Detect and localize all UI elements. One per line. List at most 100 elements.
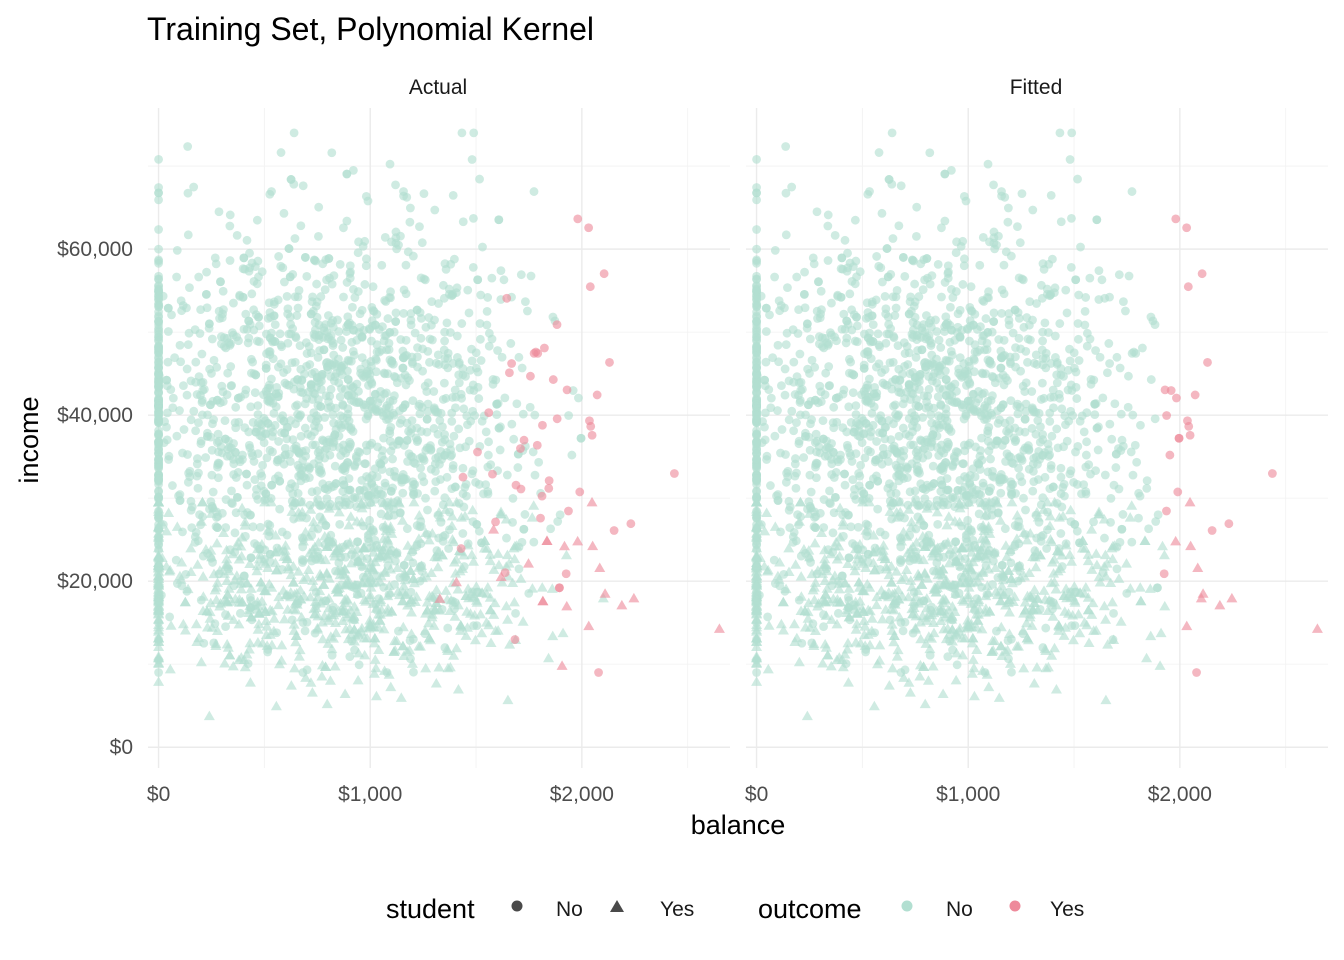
data-point <box>440 585 452 595</box>
data-point <box>314 202 324 212</box>
data-point <box>196 595 206 605</box>
data-point <box>963 556 975 567</box>
data-point <box>179 624 191 635</box>
data-point <box>761 327 771 336</box>
data-point <box>819 575 831 586</box>
data-point <box>415 222 424 232</box>
data-point <box>154 429 163 439</box>
data-point <box>206 497 216 507</box>
data-point <box>585 282 595 292</box>
data-point <box>881 309 891 319</box>
data-point <box>1101 558 1113 568</box>
data-point <box>414 401 424 411</box>
data-point <box>225 256 235 265</box>
data-point <box>585 416 594 426</box>
data-point <box>959 261 969 271</box>
data-point <box>153 550 165 561</box>
data-point <box>1093 571 1105 582</box>
data-point <box>275 504 285 514</box>
data-point <box>154 437 163 447</box>
data-point <box>248 522 258 532</box>
data-point <box>459 404 469 414</box>
data-point <box>402 418 412 428</box>
data-point <box>868 700 880 711</box>
data-point <box>333 506 345 517</box>
data-point <box>544 483 554 493</box>
data-point <box>1099 549 1111 560</box>
data-point <box>339 688 351 699</box>
data-point <box>984 287 993 297</box>
data-point <box>263 578 275 589</box>
data-point <box>259 606 271 617</box>
data-point <box>1094 577 1106 587</box>
data-point <box>1109 608 1118 618</box>
data-point <box>787 182 797 192</box>
data-point <box>314 465 324 475</box>
data-point <box>1021 534 1033 545</box>
data-point <box>269 408 279 418</box>
data-point <box>326 384 336 394</box>
data-point <box>234 455 244 464</box>
data-point <box>254 549 266 559</box>
data-point <box>966 637 978 648</box>
data-point <box>516 270 526 280</box>
data-point <box>1000 540 1012 550</box>
data-point <box>233 618 245 629</box>
data-point <box>496 577 508 587</box>
data-point <box>1038 643 1048 652</box>
data-point <box>966 541 978 551</box>
data-point <box>270 700 282 711</box>
data-point <box>932 327 942 336</box>
data-point <box>1077 489 1086 499</box>
data-point <box>344 422 353 431</box>
data-point <box>866 613 878 623</box>
data-point <box>1071 367 1081 377</box>
panel-points-fitted <box>751 128 1323 721</box>
data-point <box>875 527 885 537</box>
data-point <box>834 502 846 513</box>
data-point <box>183 142 193 151</box>
data-point <box>316 402 326 411</box>
data-point <box>524 589 534 598</box>
data-point <box>1115 616 1127 626</box>
data-point <box>1076 542 1088 553</box>
data-point <box>235 608 245 618</box>
data-point <box>752 512 761 522</box>
data-point <box>918 285 928 295</box>
data-point <box>401 289 411 299</box>
data-point <box>224 442 234 452</box>
data-point <box>943 261 953 271</box>
data-point <box>781 188 791 198</box>
data-point <box>1059 479 1069 489</box>
data-point <box>993 573 1003 582</box>
data-point <box>210 619 220 629</box>
data-point <box>331 359 341 369</box>
data-point <box>815 313 825 323</box>
data-point <box>1038 360 1048 370</box>
data-point <box>441 393 451 403</box>
data-point <box>888 636 900 647</box>
data-point <box>1011 435 1021 445</box>
data-point <box>393 498 405 508</box>
data-point <box>752 354 761 364</box>
data-point <box>184 468 194 478</box>
data-point <box>471 348 481 358</box>
data-point <box>494 215 504 225</box>
data-point <box>511 608 520 618</box>
data-point <box>295 594 307 604</box>
data-point <box>306 348 316 358</box>
data-point <box>1041 496 1053 507</box>
data-point <box>1003 203 1013 213</box>
data-point <box>530 410 540 420</box>
data-point <box>397 475 407 485</box>
data-point <box>335 519 345 529</box>
data-point <box>914 671 926 681</box>
data-point <box>891 566 903 576</box>
data-point <box>410 328 420 338</box>
data-point <box>990 549 999 559</box>
data-point <box>199 638 209 648</box>
data-point <box>385 159 395 169</box>
data-point <box>436 517 446 527</box>
data-point <box>761 357 771 367</box>
data-point <box>1055 128 1065 138</box>
